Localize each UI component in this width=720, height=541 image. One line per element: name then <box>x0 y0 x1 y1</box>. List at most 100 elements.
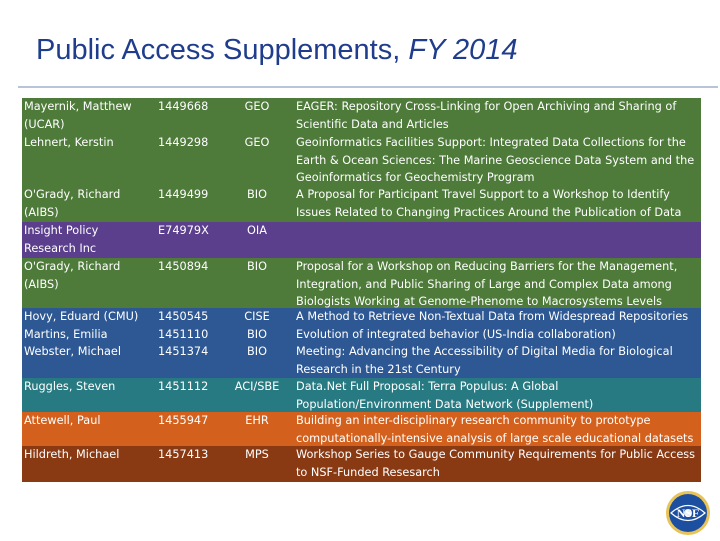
table-row: Insight Policy Research Inc E74979X OIA <box>22 222 701 258</box>
award-number-cell: 1450894 <box>158 258 238 276</box>
directorate-cell: MPS <box>222 446 292 464</box>
table-row: O'Grady, Richard (AIBS) 1450894 BIO Propo… <box>22 258 701 312</box>
directorate-cell: ACI/SBE <box>222 378 292 396</box>
award-number: 1451374 <box>158 345 209 358</box>
project-title-line: Building an inter-disciplinary research … <box>296 414 651 427</box>
award-number: 1450545 <box>158 310 209 323</box>
directorate: GEO <box>244 136 270 149</box>
directorate: EHR <box>245 414 269 427</box>
table-row: Hovy, Eduard (CMU) Martins, Emilia Webster… <box>22 308 701 378</box>
pi-name: Hovy, Eduard (CMU) <box>24 310 139 323</box>
pi-institution: (UCAR) <box>24 117 65 131</box>
pi-name: Ruggles, Steven <box>24 380 116 393</box>
pi-name-cell: O'Grady, Richard (AIBS) <box>24 186 150 221</box>
project-title-cell: Workshop Series to Gauge Community Requi… <box>296 446 701 481</box>
pi-name: Martins, Emilia <box>24 327 108 341</box>
pi-name-cell: Insight Policy Research Inc <box>24 222 150 257</box>
directorate-cell: OIA <box>222 222 292 240</box>
directorate-cell: CISE BIO BIO <box>222 308 292 361</box>
project-title-cell: EAGER: Repository Cross-Linking for Open… <box>296 98 701 133</box>
project-title-line: Data.Net Full Proposal: Terra Populus: A… <box>296 380 559 393</box>
project-title-line: Workshop Series to Gauge Community Requi… <box>296 448 696 461</box>
project-title-line: to NSF-Funded Resesarch <box>296 465 440 479</box>
pi-name-cell: Hildreth, Michael <box>24 446 150 464</box>
award-number: 1450894 <box>158 260 209 273</box>
pi-name: Insight Policy <box>24 224 99 237</box>
pi-institution: (AIBS) <box>24 205 59 219</box>
directorate-cell: BIO <box>222 258 292 276</box>
directorate-cell: BIO <box>222 186 292 204</box>
directorate: MPS <box>245 448 269 461</box>
directorate-cell: GEO <box>222 98 292 116</box>
pi-name-cell: Lehnert, Kerstin <box>24 134 150 152</box>
slide-title-main: Public Access Supplements, <box>36 34 409 66</box>
directorate-cell: EHR <box>222 412 292 430</box>
project-title-line: A Method to Retrieve Non-Textual Data fr… <box>296 310 689 323</box>
project-title-cell: A Proposal for Participant Travel Suppor… <box>296 186 701 221</box>
award-number: 1449499 <box>158 188 209 201</box>
pi-name-cell: Ruggles, Steven <box>24 378 150 396</box>
project-title-line: Evolution of integrated behavior (US-Ind… <box>296 327 616 341</box>
table-row: O'Grady, Richard (AIBS) 1449499 BIO A Pro… <box>22 186 701 222</box>
directorate-cell: GEO <box>222 134 292 152</box>
nsf-logo-icon: NSF <box>665 490 711 536</box>
project-title-line: A Proposal for Participant Travel Suppor… <box>296 188 670 201</box>
award-number: 1455947 <box>158 414 209 427</box>
pi-name: Lehnert, Kerstin <box>24 136 114 149</box>
award-number-cell: E74979X <box>158 222 238 240</box>
award-number-cell: 1449298 <box>158 134 238 152</box>
directorate: CISE <box>244 310 270 323</box>
award-number-cell: 1450545 1451110 1451374 <box>158 308 238 361</box>
directorate: OIA <box>247 224 267 237</box>
pi-name-cell: Mayernik, Matthew (UCAR) <box>24 98 150 133</box>
project-title-line: computationally-intensive analysis of la… <box>296 431 694 445</box>
title-divider <box>18 86 718 88</box>
award-number: 1457413 <box>158 448 209 461</box>
table-row: Lehnert, Kerstin 1449298 GEO Geoinformat… <box>22 134 701 186</box>
project-title-line: Integration, and Public Sharing of Large… <box>296 277 672 291</box>
award-number: 1449668 <box>158 100 209 113</box>
award-number-cell: 1455947 <box>158 412 238 430</box>
slide-title-fiscal-year: FY 2014 <box>408 34 518 66</box>
slide-title: Public Access Supplements, FY 2014 <box>36 34 517 67</box>
pi-name: O'Grady, Richard <box>24 188 121 201</box>
directorate: BIO <box>247 188 267 201</box>
project-title-line: Research in the 21st Century <box>296 362 461 376</box>
award-number-cell: 1449499 <box>158 186 238 204</box>
pi-name: Hildreth, Michael <box>24 448 120 461</box>
directorate: BIO <box>247 327 267 341</box>
project-title-line: Issues Related to Changing Practices Aro… <box>296 205 682 219</box>
pi-name-cell: Hovy, Eduard (CMU) Martins, Emilia Webster… <box>24 308 150 361</box>
table-row: Attewell, Paul 1455947 EHR Building an i… <box>22 412 701 448</box>
pi-name: O'Grady, Richard <box>24 260 121 273</box>
pi-name: Attewell, Paul <box>24 414 101 427</box>
project-title-cell: Proposal for a Workshop on Reducing Barr… <box>296 258 701 311</box>
project-title-line: Population/Environment Data Network (Sup… <box>296 397 594 411</box>
project-title-line: Biologists Working at Genome-Phenome to … <box>296 295 663 308</box>
project-title-line: Meeting: Advancing the Accessibility of … <box>296 345 673 358</box>
project-title-line: Proposal for a Workshop on Reducing Barr… <box>296 260 678 273</box>
project-title-cell: Data.Net Full Proposal: Terra Populus: A… <box>296 378 701 413</box>
pi-name-cell: Attewell, Paul <box>24 412 150 430</box>
project-title-cell: Geoinformatics Facilities Support: Integ… <box>296 134 701 187</box>
project-title-line: Geoinformatics for Geochemistry Program <box>296 171 535 184</box>
svg-text:NSF: NSF <box>677 506 700 520</box>
project-title-cell: Building an inter-disciplinary research … <box>296 412 701 447</box>
award-number: 1451112 <box>158 380 209 393</box>
directorate: ACI/SBE <box>234 380 280 393</box>
table-row: Hildreth, Michael 1457413 MPS Workshop S… <box>22 446 701 482</box>
project-title-cell: A Method to Retrieve Non-Textual Data fr… <box>296 308 701 378</box>
table-row: Ruggles, Steven 1451112 ACI/SBE Data.Net… <box>22 378 701 414</box>
project-title-line: Scientific Data and Articles <box>296 117 449 131</box>
project-title-line: Earth & Ocean Sciences: The Marine Geosc… <box>296 153 695 167</box>
award-number-cell: 1457413 <box>158 446 238 464</box>
project-title-line: Geoinformatics Facilities Support: Integ… <box>296 136 686 149</box>
directorate: BIO <box>247 345 267 358</box>
pi-institution: Research Inc <box>24 241 97 255</box>
project-title-line: EAGER: Repository Cross-Linking for Open… <box>296 100 677 113</box>
pi-name: Mayernik, Matthew <box>24 100 132 113</box>
award-number: E74979X <box>158 224 209 237</box>
award-number: 1449298 <box>158 136 209 149</box>
award-number: 1451110 <box>158 327 209 341</box>
directorate: BIO <box>247 260 267 273</box>
